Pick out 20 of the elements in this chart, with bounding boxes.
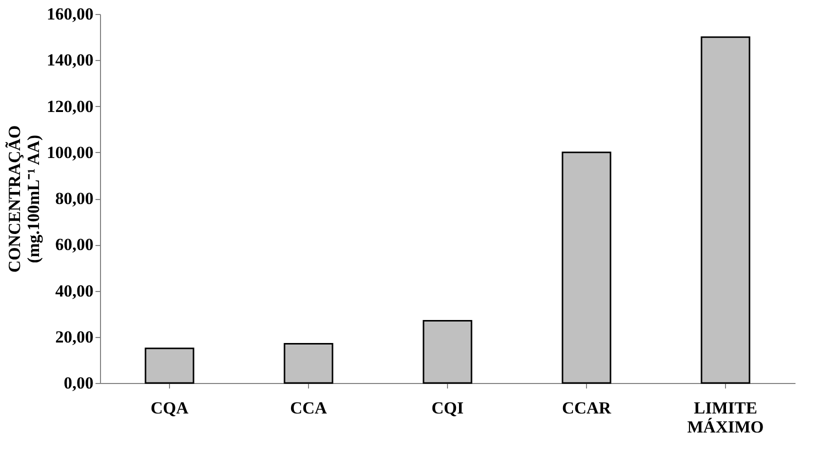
bar (284, 343, 334, 384)
y-tick-label: 140,00 (46, 50, 94, 70)
y-tick-label: 0,00 (64, 374, 94, 392)
y-tick-label: 60,00 (55, 235, 94, 254)
x-tick-label: CQA (150, 398, 190, 418)
y-axis-title: CONCENTRAÇÃO (mg.100mL⁻¹ AA) (4, 125, 43, 273)
y-tick-label: 40,00 (55, 281, 94, 300)
y-tick-label: 160,00 (46, 4, 94, 24)
bar (562, 152, 612, 384)
x-tick-label: CQI (431, 398, 464, 418)
x-tick-label: CCAR (562, 398, 612, 418)
bar (700, 36, 750, 384)
y-tick-label: 100,00 (46, 142, 94, 162)
y-tick-label: 20,00 (55, 327, 94, 346)
bar (144, 348, 194, 384)
y-tick-label: 120,00 (46, 96, 94, 116)
x-tick-label: LIMITE MÁXIMO (687, 398, 764, 436)
y-tick-label: 80,00 (55, 189, 94, 208)
bar (422, 320, 472, 384)
x-tick-label: CCA (290, 398, 328, 418)
